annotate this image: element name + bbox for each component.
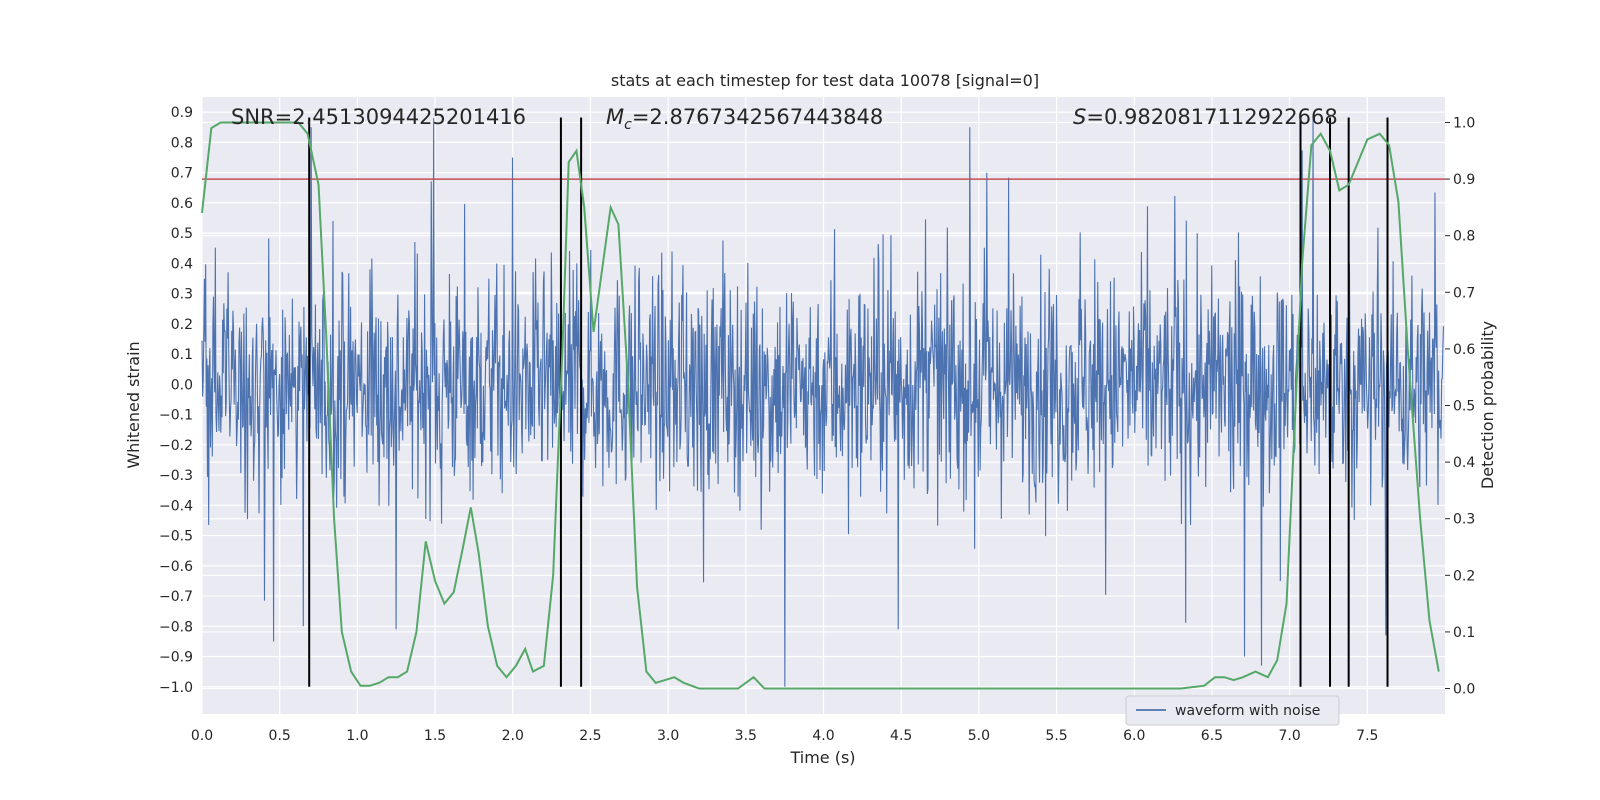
y-right-axis-label: Detection probability xyxy=(1478,321,1497,489)
y-right-tick-label: 0.0 xyxy=(1453,682,1475,698)
x-tick-label: 2.5 xyxy=(579,728,601,744)
y-axis-label: Whitened strain xyxy=(124,341,143,468)
y-right-tick-label: 0.7 xyxy=(1453,285,1475,301)
x-tick-label: 4.5 xyxy=(890,728,912,744)
y-right-tick-label: 0.5 xyxy=(1453,399,1475,415)
y-tick-label: 0.8 xyxy=(171,135,193,151)
y-tick-label: −0.5 xyxy=(159,529,193,545)
y-tick-label: −0.2 xyxy=(159,438,193,454)
y-right-axis-ticks: 1.0 0.9 0.8 0.7 0.6 0.5 0.4 0.3 0.2 0.1 0.0 xyxy=(1445,115,1475,698)
legend-label: waveform with noise xyxy=(1175,703,1320,719)
y-tick-label: 0.4 xyxy=(171,256,193,272)
probability-series xyxy=(201,121,1440,690)
x-tick-label: 2.0 xyxy=(502,728,524,744)
s-value: =0.9820817112922668 xyxy=(1086,105,1337,129)
legend: waveform with noise xyxy=(1125,695,1340,726)
y-right-tick-label: 0.4 xyxy=(1453,455,1475,471)
y-tick-label: 0.5 xyxy=(171,226,193,242)
y-tick-label: 0.2 xyxy=(171,317,193,333)
y-tick-label: −0.1 xyxy=(159,408,193,424)
legend-box xyxy=(1125,695,1340,726)
x-tick-label: 7.5 xyxy=(1356,728,1378,744)
y-right-tick-label: 0.3 xyxy=(1453,512,1475,528)
y-right-tick-label: 0.2 xyxy=(1453,568,1475,584)
y-right-tick-label: 0.6 xyxy=(1453,342,1475,358)
y-tick-label: −0.6 xyxy=(159,559,193,575)
x-axis-ticks: 0.0 0.5 1.0 1.5 2.0 2.5 3.0 3.5 4.0 4.5 5.0 5.5 6.0 6… xyxy=(191,728,1379,744)
y-right-tick-label: 1.0 xyxy=(1453,115,1475,131)
x-tick-label: 7.0 xyxy=(1278,728,1300,744)
x-tick-label: 1.5 xyxy=(424,728,446,744)
s-annotation: S=0.9820817112922668 xyxy=(1073,105,1338,129)
mc-value: =2.8767342567443848 xyxy=(632,105,883,129)
x-tick-label: 1.0 xyxy=(346,728,368,744)
y-tick-label: 0.9 xyxy=(171,105,193,121)
x-tick-label: 6.5 xyxy=(1201,728,1223,744)
x-tick-label: 4.0 xyxy=(812,728,834,744)
waveform-series xyxy=(201,118,1444,687)
x-tick-label: 0.5 xyxy=(269,728,291,744)
y-tick-label: −0.8 xyxy=(159,619,193,635)
s-symbol: S xyxy=(1073,105,1086,129)
snr-annotation: SNR=2.4513094425201416 xyxy=(231,105,526,129)
x-tick-label: 6.0 xyxy=(1123,728,1145,744)
y-tick-label: 0.3 xyxy=(171,287,193,303)
y-tick-label: 0.0 xyxy=(171,377,193,393)
x-tick-label: 0.0 xyxy=(191,728,213,744)
y-tick-label: 0.6 xyxy=(171,196,193,212)
y-tick-label: 0.1 xyxy=(171,347,193,363)
x-tick-label: 3.0 xyxy=(657,728,679,744)
mc-annotation: Mc=2.8767342567443848 xyxy=(606,105,883,133)
waveform-line xyxy=(201,118,1444,687)
y-tick-label: −0.9 xyxy=(159,650,193,666)
y-right-tick-label: 0.1 xyxy=(1453,625,1475,641)
x-tick-label: 5.5 xyxy=(1045,728,1067,744)
y-right-tick-label: 0.9 xyxy=(1453,172,1475,188)
y-tick-label: −0.7 xyxy=(159,589,193,605)
y-tick-label: −0.3 xyxy=(159,468,193,484)
chart-title: stats at each timestep for test data 100… xyxy=(611,71,1039,90)
y-right-tick-label: 0.8 xyxy=(1453,229,1475,245)
y-axis-ticks: 0.9 0.8 0.7 0.6 0.5 0.4 0.3 0.2 0.1 0.0 −0.1 −0.2 −0… xyxy=(159,105,193,696)
y-tick-label: −1.0 xyxy=(159,680,193,696)
y-tick-label: −0.4 xyxy=(159,498,193,514)
x-axis-label: Time (s) xyxy=(789,748,855,767)
x-tick-label: 3.5 xyxy=(735,728,757,744)
y-tick-label: 0.7 xyxy=(171,166,193,182)
mc-symbol: M xyxy=(606,105,624,129)
mc-subscript: c xyxy=(624,117,632,133)
x-tick-label: 5.0 xyxy=(968,728,990,744)
